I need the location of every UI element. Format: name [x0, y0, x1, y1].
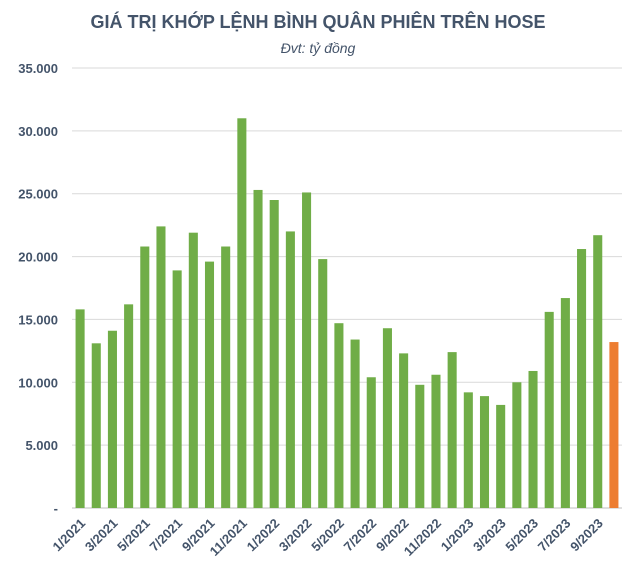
x-tick-label: 3/2023 [470, 516, 509, 555]
bar-2/2023 [479, 396, 490, 508]
y-tick-label: 10.000 [18, 375, 58, 390]
x-tick-label: 1/2021 [49, 516, 88, 555]
x-tick-label: 5/2023 [502, 516, 541, 555]
bar-10/2021 [221, 246, 231, 508]
bar-6/2021 [156, 226, 166, 508]
bar-7/2023 [560, 298, 570, 508]
bar-1/2022 [269, 200, 279, 508]
bar-2/2022 [285, 231, 295, 508]
x-tick-label: 7/2023 [535, 516, 574, 555]
bar-12/2021 [253, 189, 263, 508]
bar-4/2022 [318, 259, 328, 508]
y-tick-label: 30.000 [18, 124, 58, 139]
bar-4/2021 [124, 304, 134, 508]
bar-4/2023 [512, 382, 522, 508]
bar-3/2021 [107, 330, 117, 508]
bar-8/2023 [577, 249, 587, 508]
x-tick-label: 1/2022 [244, 516, 283, 555]
y-tick-label: 25.000 [18, 187, 58, 202]
bar-8/2022 [382, 328, 392, 508]
x-tick-label: 7/2022 [341, 516, 380, 555]
x-tick-label: 5/2021 [114, 516, 153, 555]
bar-11/2021 [237, 118, 247, 509]
y-tick-label: - [54, 501, 58, 516]
bar-1/2023 [463, 392, 473, 508]
bar-9/2022 [399, 353, 409, 508]
chart-subtitle: Đvt: tỷ đồng [280, 40, 356, 56]
x-tick-label: 3/2022 [276, 516, 315, 555]
bar-5/2021 [140, 246, 150, 508]
bar-9/2021 [204, 261, 215, 508]
bar-9/2023 [593, 235, 603, 508]
x-tick-label: 3/2021 [82, 516, 121, 555]
x-tick-label: 7/2021 [147, 516, 186, 555]
bar-1/2021 [75, 309, 85, 508]
bar-6/2023 [544, 311, 554, 508]
x-tick-label: 9/2023 [567, 516, 606, 555]
bar-7/2022 [366, 377, 376, 508]
bar-5/2022 [334, 323, 344, 508]
y-tick-label: 35.000 [18, 61, 58, 76]
bar-5/2023 [528, 370, 538, 508]
bar-10/2023 [609, 342, 619, 508]
bar-7/2021 [172, 270, 182, 508]
bar-8/2021 [188, 232, 198, 508]
chart-title: GIÁ TRỊ KHỚP LỆNH BÌNH QUÂN PHIÊN TRÊN H… [90, 12, 546, 32]
bar-2/2021 [91, 343, 101, 508]
bar-3/2023 [496, 404, 506, 508]
bar-11/2022 [431, 374, 441, 508]
bar-10/2022 [415, 384, 425, 508]
y-tick-label: 5.000 [25, 438, 58, 453]
bar-6/2022 [350, 339, 360, 508]
x-tick-label: 1/2023 [438, 516, 477, 555]
y-tick-label: 15.000 [18, 312, 58, 327]
bar-12/2022 [447, 352, 457, 508]
bar-3/2022 [302, 192, 312, 508]
y-tick-label: 20.000 [18, 250, 58, 265]
x-tick-label: 5/2022 [308, 516, 347, 555]
